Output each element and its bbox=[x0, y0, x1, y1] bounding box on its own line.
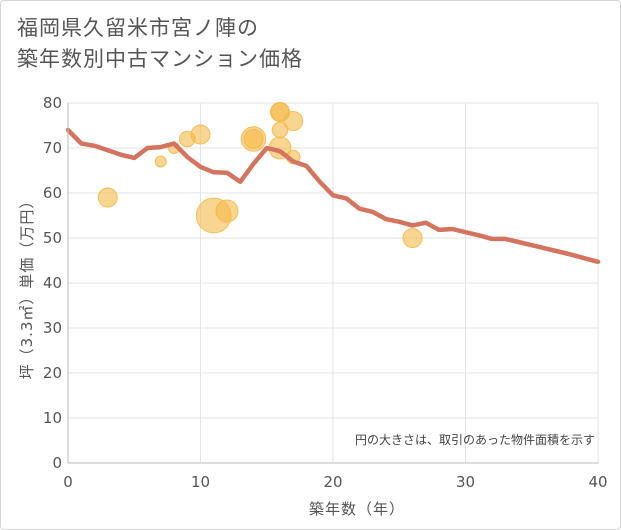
y-tick-label: 70 bbox=[43, 139, 62, 157]
bubble-point bbox=[283, 110, 304, 132]
bubble-point bbox=[270, 102, 290, 122]
x-tick-label: 10 bbox=[191, 473, 210, 491]
y-tick-label: 10 bbox=[43, 409, 62, 427]
y-tick-label: 40 bbox=[43, 274, 62, 292]
y-tick-label: 0 bbox=[52, 454, 62, 472]
y-tick-label: 60 bbox=[43, 184, 62, 202]
average-price-line bbox=[65, 127, 601, 265]
x-tick-label: 40 bbox=[588, 473, 607, 491]
x-tick-label: 20 bbox=[323, 473, 342, 491]
y-tick-label: 20 bbox=[43, 364, 62, 382]
x-axis-title: 築年数（年） bbox=[309, 500, 405, 518]
bubble-point bbox=[215, 199, 239, 223]
bubble-point bbox=[190, 124, 211, 145]
chart-title-line1: 福岡県久留米市宮ノ陣の bbox=[17, 16, 259, 40]
x-tick-label: 0 bbox=[63, 473, 73, 491]
bubbles bbox=[97, 101, 423, 249]
y-tick-label: 30 bbox=[43, 319, 62, 337]
bubble-size-note: 円の大きさは、取引のあった物件面積を示す bbox=[355, 432, 595, 447]
bubble-point bbox=[154, 155, 167, 168]
bubble-point bbox=[402, 227, 423, 249]
y-tick-label: 80 bbox=[43, 94, 62, 112]
grid bbox=[67, 102, 599, 464]
chart-title-line2: 築年数別中古マンション価格 bbox=[17, 47, 303, 71]
chart-title: 福岡県久留米市宮ノ陣の 築年数別中古マンション価格 bbox=[17, 13, 303, 75]
bubble-point bbox=[243, 128, 264, 150]
axes: 0 10 20 30 40 50 60 70 80 0 10 20 30 40 bbox=[43, 94, 608, 491]
average-line-layer bbox=[65, 127, 601, 265]
y-axis-title: 坪（3.3㎡）単価（万円） bbox=[18, 193, 36, 380]
bubble-point bbox=[97, 187, 118, 208]
x-tick-label: 30 bbox=[456, 473, 475, 491]
y-tick-label: 50 bbox=[43, 229, 62, 247]
